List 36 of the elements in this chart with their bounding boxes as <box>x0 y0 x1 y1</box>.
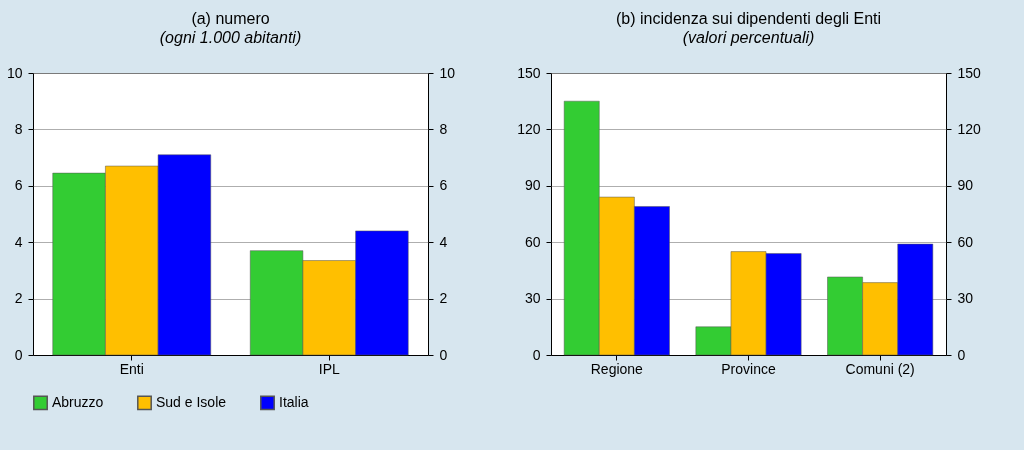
chart-subtitle: (valori percentuali) <box>682 29 815 46</box>
y2-tick-label: 120 <box>957 120 982 137</box>
y2-tick-label: 90 <box>957 177 974 194</box>
chart-title: (a) numero <box>191 10 270 27</box>
y-tick-label: 8 <box>14 120 23 137</box>
y2-tick-label: 2 <box>439 290 448 307</box>
y-tick-label: 6 <box>14 177 23 194</box>
y-tick-label: 150 <box>517 64 541 81</box>
y2-tick-label: 150 <box>957 64 982 81</box>
y2-tick-label: 4 <box>439 233 448 250</box>
legend-label: Italia <box>279 393 309 410</box>
y-tick-label: 30 <box>524 290 541 307</box>
y-tick-label: 4 <box>14 233 23 250</box>
y-tick-label: 2 <box>14 290 23 307</box>
y-tick-label: 10 <box>6 64 23 81</box>
y-tick-label: 60 <box>524 233 541 250</box>
chart-subtitle: (ogni 1.000 abitanti) <box>159 29 302 46</box>
y2-tick-label: 0 <box>439 346 448 363</box>
x-tick-label: IPL <box>318 360 340 377</box>
y2-tick-label: 8 <box>439 120 448 137</box>
y2-tick-label: 10 <box>439 64 456 81</box>
y-tick-label: 0 <box>532 346 541 363</box>
y-tick-label: 0 <box>14 346 23 363</box>
x-tick-label: Comuni (2) <box>845 360 915 377</box>
y2-tick-label: 60 <box>957 233 974 250</box>
x-tick-label: Enti <box>119 360 144 377</box>
y2-tick-label: 6 <box>439 177 448 194</box>
y2-tick-label: 0 <box>957 346 966 363</box>
legend-label: Abruzzo <box>52 393 104 410</box>
y-tick-label: 120 <box>517 120 541 137</box>
x-tick-label: Regione <box>590 360 644 377</box>
y2-tick-label: 30 <box>957 290 974 307</box>
legend-label: Sud e Isole <box>156 393 227 410</box>
x-tick-label: Province <box>721 360 776 377</box>
chart-title: (b) incidenza sui dipendenti degli Enti <box>615 10 882 27</box>
y-tick-label: 90 <box>524 177 541 194</box>
